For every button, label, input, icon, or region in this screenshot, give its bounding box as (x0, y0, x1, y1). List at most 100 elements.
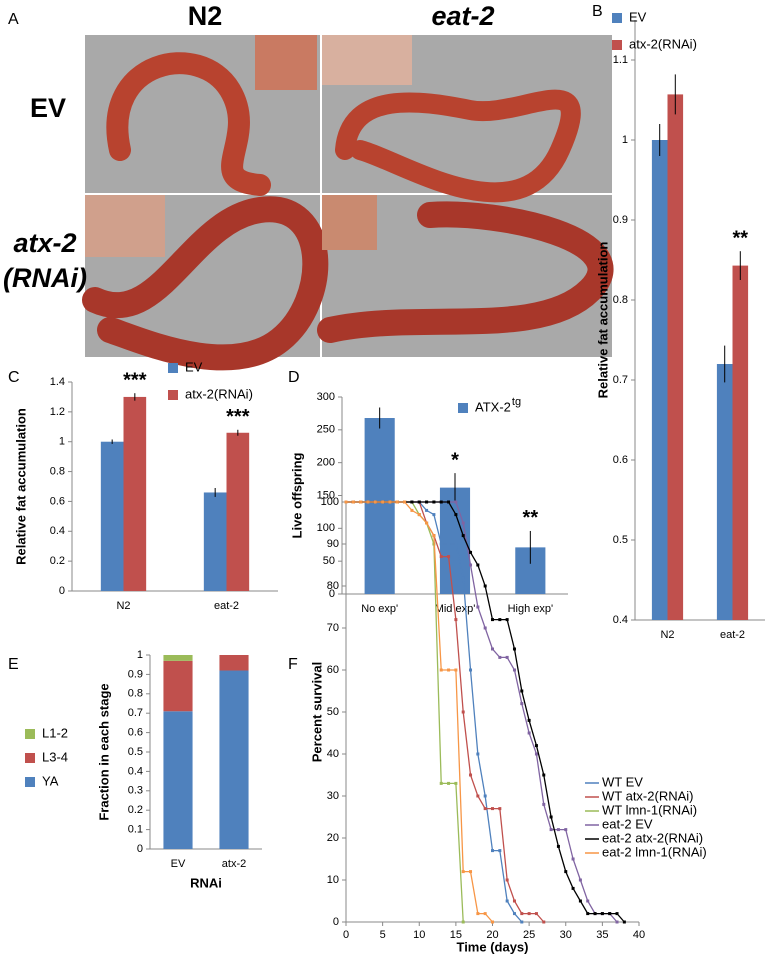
y-tick-label: 0.4 (613, 614, 628, 626)
x-tick-label: No exp' (361, 603, 398, 615)
survival-marker (454, 781, 458, 785)
y-tick-label: 1 (137, 649, 143, 661)
x-tick-label: 40 (633, 929, 645, 941)
survival-marker (359, 500, 363, 504)
survival-marker (578, 899, 582, 903)
survival-marker (483, 807, 487, 811)
survival-marker (395, 500, 399, 504)
survival-marker (344, 500, 348, 504)
y-tick-label: 100 (317, 522, 335, 534)
survival-marker (622, 920, 626, 924)
survival-marker (403, 500, 407, 504)
survival-marker (388, 500, 392, 504)
y-tick-label: 90 (327, 538, 339, 550)
survival-marker (512, 899, 516, 903)
legend-label: WT EV (602, 774, 643, 789)
survival-marker (520, 689, 524, 693)
survival-marker (527, 718, 531, 722)
survival-marker (476, 794, 480, 798)
survival-marker (586, 899, 590, 903)
x-tick-label: atx-2 (222, 858, 246, 870)
row-label: (RNAi) (3, 263, 87, 293)
y-tick-label: 0 (329, 588, 335, 600)
survival-marker (542, 802, 546, 806)
survival-marker (534, 744, 538, 748)
survival-marker (593, 912, 597, 916)
survival-marker (615, 920, 619, 924)
survival-marker (527, 731, 531, 735)
y-tick-label: 0.5 (613, 534, 628, 546)
x-tick-label: 10 (413, 929, 425, 941)
legend-swatch (168, 390, 178, 400)
survival-marker (454, 618, 458, 622)
survival-marker (556, 844, 560, 848)
survival-marker (469, 773, 473, 777)
y-tick-label: 0.6 (128, 727, 143, 739)
bar (667, 94, 684, 620)
survival-marker (512, 668, 516, 672)
survival-marker (600, 912, 604, 916)
y-tick-label: 0 (59, 585, 65, 597)
bar (651, 140, 668, 620)
legend-swatch (25, 753, 35, 763)
legend-label: eat-2 lmn-1(RNAi) (602, 844, 707, 859)
survival-marker (564, 870, 568, 874)
survival-marker (505, 899, 509, 903)
y-axis-label: Live offspring (289, 452, 304, 538)
significance: *** (123, 369, 147, 391)
y-tick-label: 0.4 (128, 765, 143, 777)
survival-marker (615, 912, 619, 916)
survival-marker (608, 912, 612, 916)
y-axis-label: Fraction in each stage (96, 683, 111, 820)
survival-marker (425, 508, 429, 512)
survival-marker (556, 828, 560, 832)
column-label: eat-2 (431, 1, 494, 31)
survival-marker (439, 500, 443, 504)
panel-letter: E (8, 656, 19, 673)
y-tick-label: 0.2 (128, 804, 143, 816)
survival-marker (512, 912, 516, 916)
survival-marker (491, 618, 494, 622)
survival-marker (476, 605, 480, 609)
survival-marker (520, 912, 524, 916)
x-tick-label: 30 (560, 929, 572, 941)
significance: *** (226, 406, 250, 428)
legend-label: eat-2 atx-2(RNAi) (602, 830, 703, 845)
legend-label: eat-2 EV (602, 816, 653, 831)
y-axis-label: Relative fat accumulation (13, 408, 28, 565)
x-tick-label: 15 (450, 929, 462, 941)
survival-marker (505, 618, 509, 622)
survival-marker (527, 912, 531, 916)
legend-label: EV (629, 9, 647, 24)
legend-swatch (612, 13, 622, 23)
y-tick-label: 60 (327, 664, 339, 676)
survival-marker (491, 807, 494, 811)
y-tick-label: 0.1 (128, 824, 143, 836)
y-tick-label: 0.3 (128, 785, 143, 797)
survival-marker (542, 920, 546, 924)
x-tick-label: High exp' (508, 603, 554, 615)
survival-marker (534, 912, 538, 916)
bar-segment (163, 711, 193, 849)
survival-marker (461, 870, 465, 874)
bar-segment (163, 660, 193, 712)
x-tick-label: 20 (486, 929, 498, 941)
x-tick-label: 5 (380, 929, 386, 941)
survival-marker (461, 534, 465, 538)
legend-label: ATX-2 (475, 399, 511, 414)
legend-label: YA (42, 773, 59, 788)
survival-marker (542, 773, 546, 777)
y-tick-label: 0.6 (613, 454, 628, 466)
survival-marker (571, 886, 575, 890)
y-tick-label: 0.9 (613, 214, 628, 226)
y-tick-label: 0.8 (128, 688, 143, 700)
bar (226, 432, 250, 591)
y-tick-label: 0.4 (50, 525, 65, 537)
survival-marker (439, 668, 443, 672)
y-tick-label: 0.7 (128, 707, 143, 719)
survival-marker (417, 500, 421, 504)
survival-marker (439, 781, 443, 785)
survival-marker (447, 555, 451, 559)
legend-swatch (458, 403, 468, 413)
survival-marker (432, 500, 436, 504)
